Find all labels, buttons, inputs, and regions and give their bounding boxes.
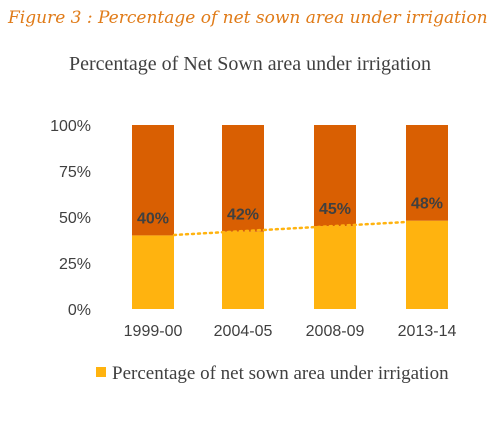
x-tick-label: 2013-14: [398, 323, 457, 340]
figure-caption: Figure 3 : Percentage of net sown area u…: [8, 8, 488, 28]
data-label: 42%: [227, 207, 259, 224]
bar-remainder: [314, 125, 356, 227]
data-label: 45%: [319, 201, 351, 218]
legend: Percentage of net sown area under irriga…: [96, 362, 476, 386]
legend-label: Percentage of net sown area under irriga…: [112, 363, 449, 384]
y-tick-label: 25%: [59, 256, 91, 273]
legend-swatch: [96, 367, 106, 377]
bar-remainder: [222, 125, 264, 232]
bar-remainder: [132, 125, 174, 236]
bar-irrigated: [132, 235, 174, 309]
chart-title: Percentage of Net Sown area under irriga…: [68, 53, 432, 75]
x-tick-label: 1999-00: [124, 323, 183, 340]
y-tick-label: 75%: [59, 164, 91, 181]
bar-irrigated: [222, 231, 264, 309]
x-tick-label: 2008-09: [306, 323, 365, 340]
x-tick-label: 2004-05: [214, 323, 273, 340]
bar-irrigated: [406, 220, 448, 309]
y-tick-label: 0%: [68, 302, 91, 319]
bar-irrigated: [314, 226, 356, 309]
bar-remainder: [406, 125, 448, 221]
y-tick-label: 50%: [59, 210, 91, 227]
trendline: [172, 220, 408, 237]
data-label: 40%: [137, 210, 169, 227]
y-tick-label: 100%: [50, 118, 91, 135]
data-label: 48%: [411, 196, 443, 213]
